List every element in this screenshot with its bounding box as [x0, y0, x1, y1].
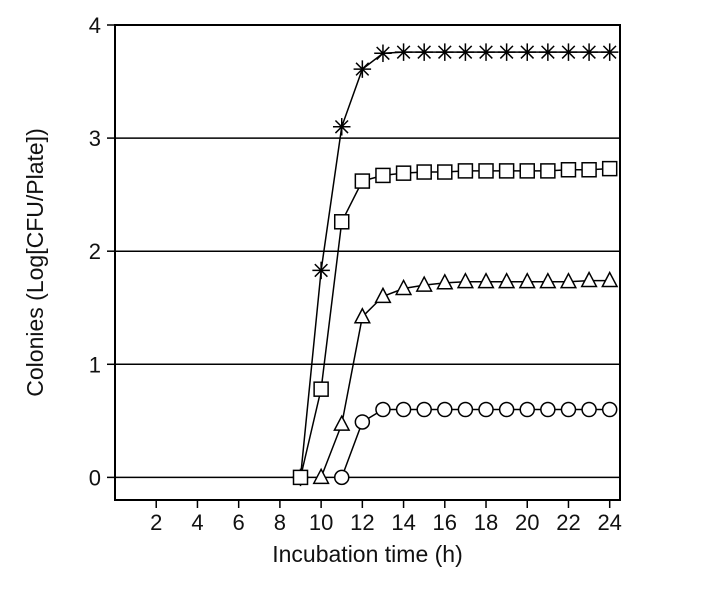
- asterisk-marker: [354, 60, 372, 77]
- x-tick-label: 20: [515, 510, 539, 535]
- y-axis-label: Colonies (Log[CFU/Plate]): [22, 128, 48, 396]
- circle-marker: [397, 403, 411, 417]
- square-marker: [541, 164, 555, 178]
- circle-marker: [582, 403, 596, 417]
- x-tick-label: 22: [556, 510, 580, 535]
- asterisk-marker: [498, 43, 515, 61]
- circle-marker: [500, 403, 514, 417]
- x-tick-label: 10: [309, 510, 333, 535]
- circle-marker: [335, 470, 349, 484]
- x-tick-label: 2: [150, 510, 162, 535]
- x-tick-label: 18: [474, 510, 498, 535]
- square-marker: [561, 163, 575, 177]
- asterisk-marker: [415, 43, 433, 61]
- x-tick-label: 14: [391, 510, 415, 535]
- asterisk-marker: [477, 43, 495, 61]
- x-tick-label: 16: [433, 510, 457, 535]
- square-marker: [479, 164, 493, 178]
- square-marker: [520, 164, 534, 178]
- asterisk-marker: [580, 43, 598, 61]
- square-marker: [397, 166, 411, 180]
- x-axis-label: Incubation time (h): [272, 541, 462, 567]
- square-marker: [376, 168, 390, 182]
- asterisk-marker: [333, 118, 351, 136]
- asterisk-marker: [312, 262, 330, 280]
- asterisk-marker: [560, 43, 578, 61]
- circle-marker: [541, 403, 555, 417]
- square-marker: [335, 215, 349, 229]
- y-tick-label: 3: [89, 126, 101, 151]
- x-tick-label: 24: [597, 510, 621, 535]
- y-tick-label: 1: [89, 352, 101, 377]
- square-marker: [582, 163, 596, 177]
- circle-marker: [376, 403, 390, 417]
- circle-marker: [603, 403, 617, 417]
- x-tick-label: 6: [233, 510, 245, 535]
- circle-marker: [438, 403, 452, 417]
- chart-container: 2468101214161820222401234Incubation time…: [0, 0, 709, 589]
- asterisk-marker: [436, 43, 454, 61]
- x-tick-label: 4: [191, 510, 203, 535]
- y-tick-label: 2: [89, 239, 101, 264]
- circle-marker: [458, 403, 472, 417]
- asterisk-marker: [374, 45, 392, 63]
- y-tick-label: 0: [89, 465, 101, 490]
- square-marker: [294, 470, 308, 484]
- circle-marker: [417, 403, 431, 417]
- square-marker: [417, 165, 431, 179]
- asterisk-marker: [601, 43, 619, 61]
- square-marker: [500, 164, 514, 178]
- square-marker: [458, 164, 472, 178]
- circle-marker: [355, 415, 369, 429]
- growth-chart: 2468101214161820222401234Incubation time…: [0, 0, 709, 589]
- circle-marker: [520, 403, 534, 417]
- asterisk-marker: [395, 43, 413, 61]
- asterisk-marker: [457, 43, 475, 61]
- circle-marker: [479, 403, 493, 417]
- circle-marker: [561, 403, 575, 417]
- square-marker: [603, 162, 617, 176]
- x-tick-label: 12: [350, 510, 374, 535]
- square-marker: [438, 165, 452, 179]
- asterisk-marker: [518, 43, 536, 61]
- y-tick-label: 4: [89, 13, 101, 38]
- square-marker: [314, 382, 328, 396]
- square-marker: [355, 174, 369, 188]
- asterisk-marker: [539, 43, 557, 61]
- x-tick-label: 8: [274, 510, 286, 535]
